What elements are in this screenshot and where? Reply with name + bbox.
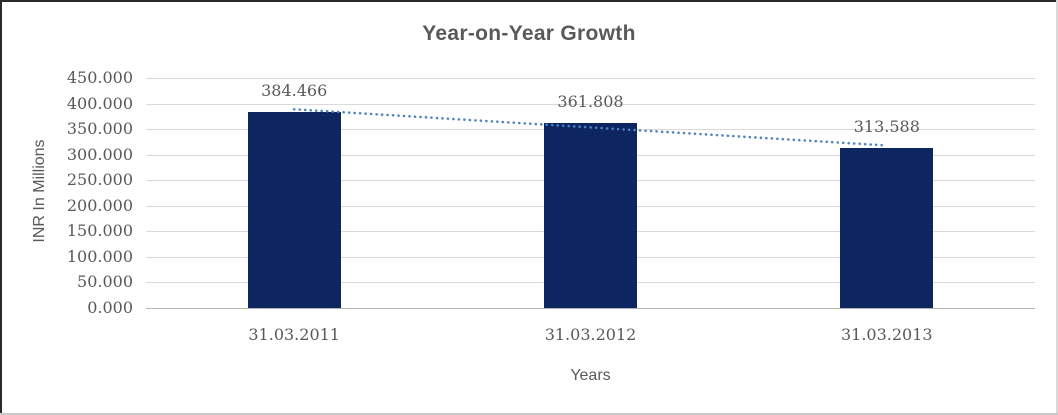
gridline xyxy=(146,78,1035,79)
bar xyxy=(544,123,637,308)
frame-border-top xyxy=(0,0,1058,2)
y-axis-tick-label: 350.000 xyxy=(66,119,133,139)
x-axis-tick-label: 31.03.2012 xyxy=(544,325,637,344)
chart-title: Year-on-Year Growth xyxy=(422,22,636,45)
x-axis-tick-label: 31.03.2013 xyxy=(840,325,933,344)
bar-data-label: 384.466 xyxy=(261,80,328,100)
gridline xyxy=(146,103,1035,105)
y-axis-tick-label: 300.000 xyxy=(66,144,133,164)
y-axis-tick-label: 200.000 xyxy=(66,195,133,215)
y-axis-tick-label: 250.000 xyxy=(66,170,133,190)
y-axis-tick-label: 0.000 xyxy=(87,298,133,317)
bar xyxy=(247,111,341,308)
bar-data-label: 313.588 xyxy=(853,116,920,136)
y-axis-tick-label: 100.000 xyxy=(66,246,133,266)
y-axis-tick-label: 150.000 xyxy=(66,221,133,241)
x-axis-tick-label: 31.03.2011 xyxy=(248,325,340,344)
frame-border-left xyxy=(0,0,2,415)
frame-border-bottom xyxy=(0,413,1058,415)
bar xyxy=(840,147,934,308)
bar-data-label: 361.808 xyxy=(557,92,624,112)
y-axis-tick-label: 400.000 xyxy=(66,93,133,113)
y-axis-tick-label: 450.000 xyxy=(66,68,133,87)
frame-border-right xyxy=(1056,0,1058,415)
x-axis-title: Years xyxy=(570,367,611,384)
gridline xyxy=(146,308,1035,309)
y-axis-tick-label: 50.000 xyxy=(77,272,133,292)
